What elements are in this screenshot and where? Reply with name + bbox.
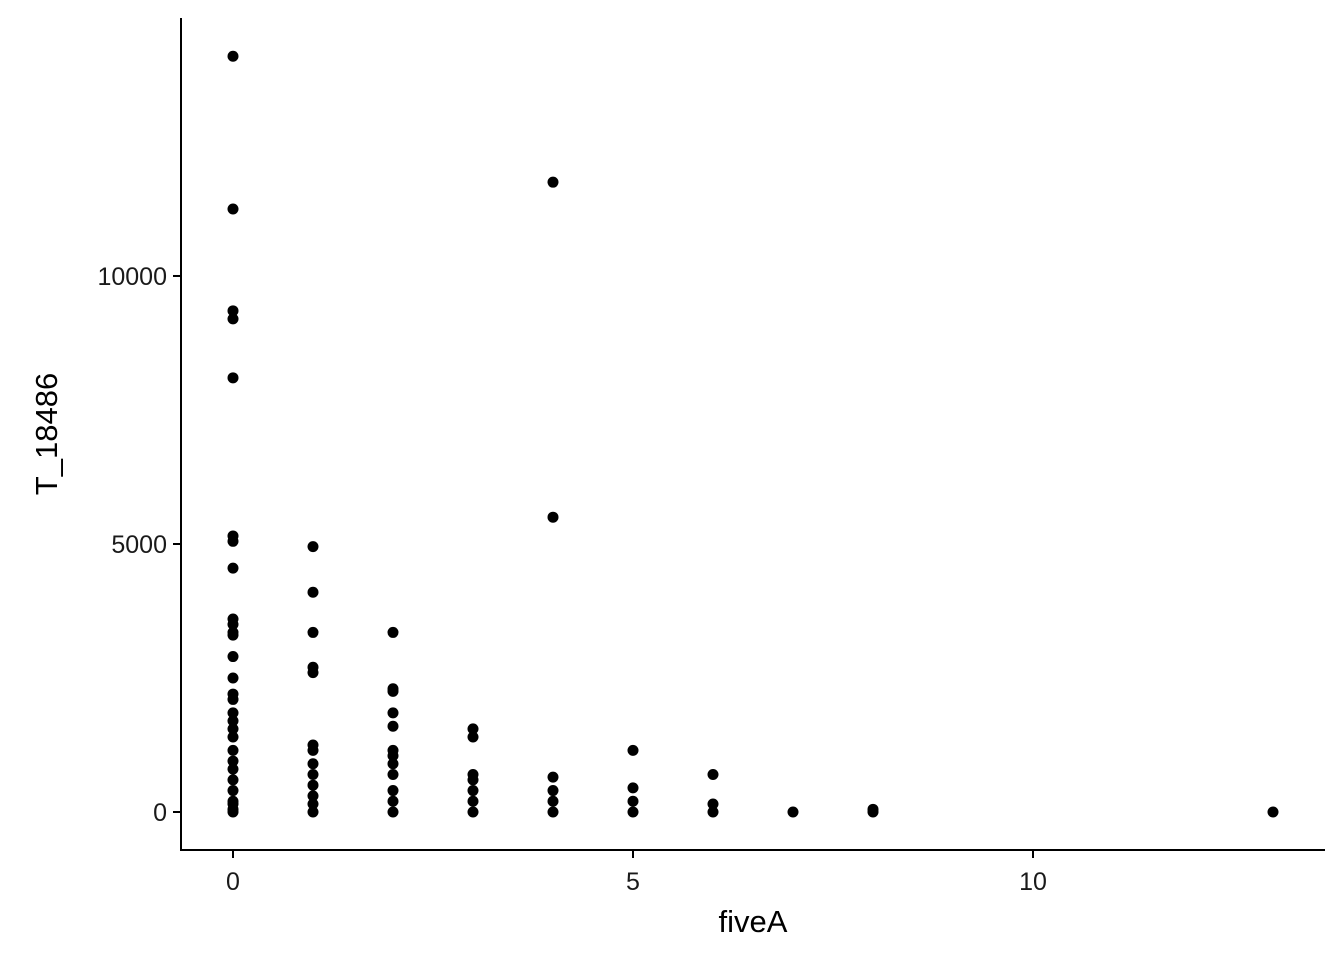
point xyxy=(307,758,319,770)
point xyxy=(1267,806,1279,818)
point xyxy=(227,562,239,574)
point xyxy=(227,50,239,62)
point xyxy=(307,667,319,679)
point xyxy=(467,774,479,786)
point xyxy=(227,313,239,325)
point xyxy=(227,715,239,727)
x-tick-label: 10 xyxy=(1019,868,1047,896)
y-tick-label: 5000 xyxy=(111,531,167,559)
point xyxy=(307,541,319,553)
point xyxy=(227,651,239,663)
point xyxy=(227,707,239,719)
point xyxy=(227,806,239,818)
y-axis-label: T_18486 xyxy=(29,373,64,495)
point xyxy=(227,629,239,641)
point xyxy=(307,806,319,818)
y-tick-label: 10000 xyxy=(97,263,167,291)
point xyxy=(387,806,399,818)
point xyxy=(387,785,399,797)
point xyxy=(227,372,239,384)
point xyxy=(227,774,239,786)
point xyxy=(547,806,559,818)
point xyxy=(387,707,399,719)
point xyxy=(307,744,319,756)
point xyxy=(227,723,239,735)
point xyxy=(227,693,239,705)
point xyxy=(387,758,399,770)
point xyxy=(227,755,239,767)
point xyxy=(467,795,479,807)
point xyxy=(307,626,319,638)
point xyxy=(467,731,479,743)
x-axis-label: fiveA xyxy=(719,904,788,939)
point xyxy=(627,782,639,794)
point xyxy=(867,806,879,818)
point xyxy=(227,785,239,797)
point xyxy=(547,511,559,523)
point xyxy=(467,806,479,818)
point xyxy=(307,768,319,780)
point xyxy=(547,795,559,807)
point xyxy=(547,176,559,188)
point xyxy=(387,750,399,762)
point xyxy=(787,806,799,818)
point xyxy=(307,790,319,802)
point xyxy=(307,798,319,810)
point xyxy=(467,785,479,797)
point xyxy=(547,785,559,797)
point xyxy=(707,768,719,780)
point xyxy=(227,535,239,547)
y-tick-label: 0 xyxy=(153,799,167,827)
point xyxy=(707,798,719,810)
point xyxy=(307,779,319,791)
point xyxy=(227,672,239,684)
point xyxy=(227,203,239,215)
point xyxy=(627,744,639,756)
point xyxy=(467,723,479,735)
point xyxy=(627,795,639,807)
point xyxy=(227,763,239,775)
point xyxy=(387,685,399,697)
point xyxy=(387,626,399,638)
point xyxy=(547,771,559,783)
point xyxy=(387,795,399,807)
point xyxy=(227,618,239,630)
x-tick-label: 0 xyxy=(226,868,240,896)
point xyxy=(627,806,639,818)
point xyxy=(227,305,239,317)
x-tick-label: 5 xyxy=(626,868,640,896)
point xyxy=(387,768,399,780)
point xyxy=(227,731,239,743)
point xyxy=(707,806,719,818)
point xyxy=(387,720,399,732)
point xyxy=(227,744,239,756)
point xyxy=(307,586,319,598)
